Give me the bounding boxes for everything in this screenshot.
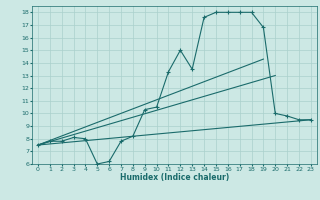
X-axis label: Humidex (Indice chaleur): Humidex (Indice chaleur) bbox=[120, 173, 229, 182]
